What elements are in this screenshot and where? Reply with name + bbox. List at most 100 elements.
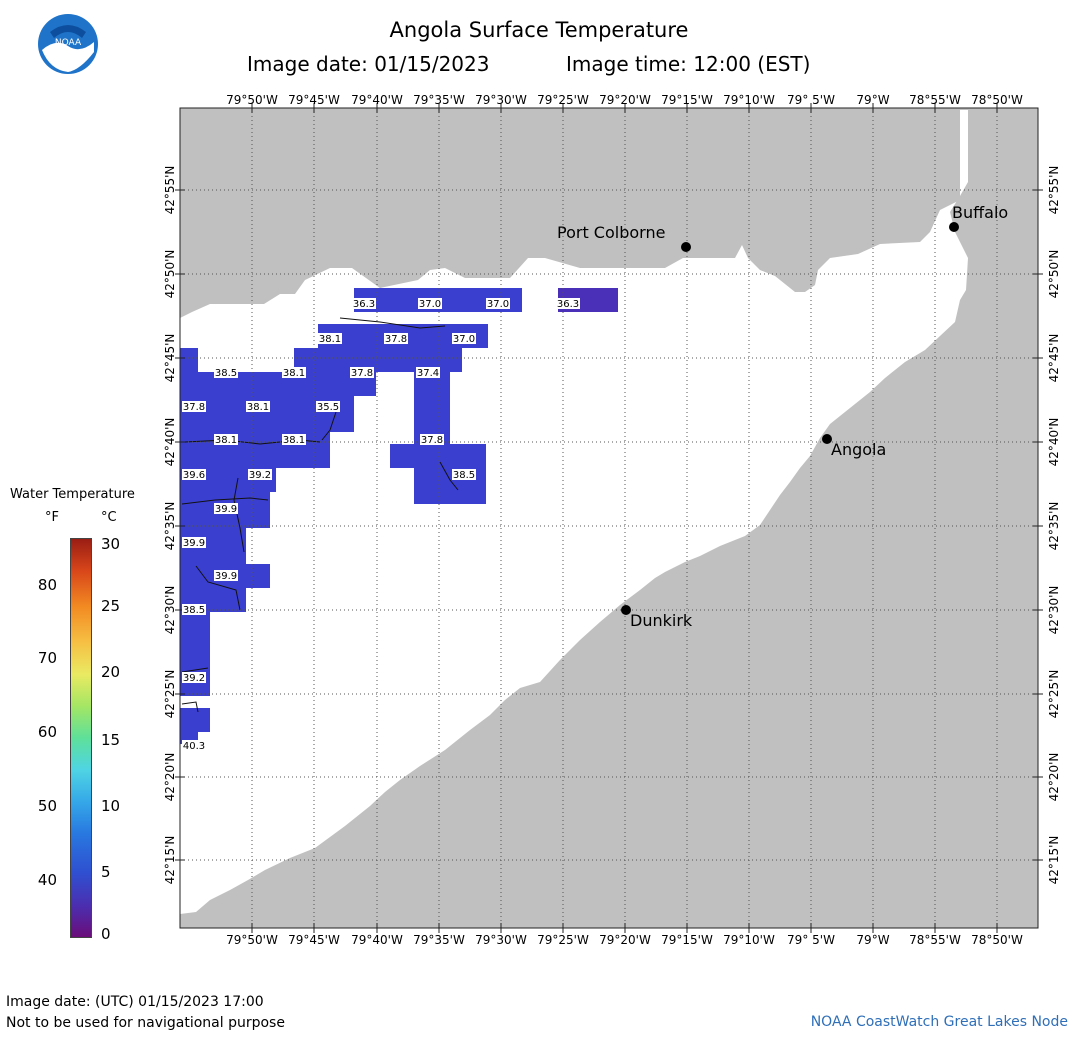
temperature-label: 37.8 (420, 434, 444, 446)
lat-tick-label: 42°15'N (1047, 836, 1061, 885)
port-colborne-label: Port Colborne (557, 223, 665, 242)
temperature-label: 38.1 (282, 434, 306, 446)
angola-marker (822, 434, 832, 444)
temperature-labels: 36.3 37.0 37.0 36.3 38.1 37.8 37.0 38.5 38.1 37.8… (182, 298, 580, 752)
city-markers: Port Colborne Buffalo Angola Dunkirk (557, 203, 1008, 630)
lon-tick-label: 79°50'W (226, 93, 278, 107)
legend-c-tick: 5 (101, 863, 111, 881)
lat-tick-label: 42°30'N (163, 586, 177, 635)
svg-text:39.6: 39.6 (183, 470, 205, 481)
lon-tick-label: 79°W (856, 93, 889, 107)
svg-text:39.9: 39.9 (215, 504, 237, 515)
svg-text:37.4: 37.4 (417, 368, 439, 379)
lon-tick-label: 79°35'W (413, 93, 465, 107)
dunkirk-label: Dunkirk (630, 611, 693, 630)
lon-tick-label: 79°W (856, 933, 889, 947)
lon-tick-label: 79°35'W (413, 933, 465, 947)
lat-tick-label: 42°35'N (1047, 502, 1061, 551)
lat-tick-label: 42°35'N (163, 502, 177, 551)
svg-text:39.2: 39.2 (249, 470, 271, 481)
svg-text:37.0: 37.0 (419, 299, 441, 310)
svg-text:38.1: 38.1 (283, 435, 305, 446)
temperature-label: 40.3 (182, 740, 206, 752)
temperature-colorbar (70, 538, 92, 938)
legend-c-tick: 10 (101, 797, 121, 815)
temperature-label: 39.9 (182, 537, 206, 549)
lon-tick-label: 79°20'W (599, 93, 651, 107)
temperature-label: 36.3 (556, 298, 580, 310)
page-title: Angola Surface Temperature (389, 18, 689, 42)
lat-tick-label: 42°55'N (163, 166, 177, 215)
svg-text:38.1: 38.1 (215, 435, 237, 446)
temperature-label: 37.0 (486, 298, 510, 310)
temperature-label: 38.5 (452, 469, 476, 481)
svg-text:37.0: 37.0 (453, 334, 475, 345)
temperature-label: 38.1 (214, 434, 238, 446)
lon-tick-label: 79°15'W (661, 933, 713, 947)
buffalo-label: Buffalo (952, 203, 1008, 222)
svg-text:37.8: 37.8 (351, 368, 373, 379)
legend-f-tick: 50 (37, 797, 57, 815)
temperature-label: 38.1 (318, 333, 342, 345)
temperature-label: 37.0 (418, 298, 442, 310)
svg-text:40.3: 40.3 (183, 741, 205, 752)
disclaimer-label: Not to be used for navigational purpose (6, 1015, 285, 1031)
noaa-logo: NOAA (38, 14, 98, 74)
lon-tick-label: 79°45'W (288, 93, 340, 107)
lon-tick-label: 79°45'W (288, 933, 340, 947)
lat-tick-label: 42°40'N (163, 418, 177, 467)
legend-title: Water Temperature (10, 487, 135, 502)
angola-label: Angola (831, 440, 886, 459)
credit-label: NOAA CoastWatch Great Lakes Node (810, 1014, 1068, 1030)
map-frame (179, 107, 1039, 929)
svg-text:36.3: 36.3 (557, 299, 579, 310)
temperature-label: 38.5 (182, 604, 206, 616)
temperature-label: 38.1 (282, 367, 306, 379)
lat-tick-label: 42°50'N (1047, 250, 1061, 299)
lon-axis-bottom: 79°50'W 79°45'W 79°40'W 79°35'W 79°30'W 79°25… (226, 933, 1023, 947)
buffalo-marker (949, 222, 959, 232)
lon-axis-top: 79°50'W 79°45'W 79°40'W 79°35'W 79°30'W 79°25… (226, 93, 1023, 107)
svg-text:38.5: 38.5 (453, 470, 475, 481)
image-time-label: Image time: 12:00 (EST) (566, 52, 811, 76)
dunkirk-marker (621, 605, 631, 615)
svg-text:36.3: 36.3 (353, 299, 375, 310)
land-south (180, 108, 1038, 928)
legend-f-tick: 60 (37, 723, 57, 741)
legend-c-tick: 20 (101, 663, 121, 681)
svg-text:38.1: 38.1 (319, 334, 341, 345)
temperature-label: 38.1 (246, 401, 270, 413)
lon-tick-label: 79°25'W (537, 933, 589, 947)
temperature-label: 39.2 (248, 469, 272, 481)
lon-tick-label: 79°30'W (475, 93, 527, 107)
legend-c-tick: 0 (101, 925, 111, 943)
lon-tick-label: 79°15'W (661, 93, 713, 107)
temperature-label: 35.5 (316, 401, 340, 413)
legend-f-tick: 80 (37, 576, 57, 594)
svg-text:39.9: 39.9 (215, 571, 237, 582)
svg-text:37.8: 37.8 (183, 402, 205, 413)
lon-tick-label: 78°50'W (971, 933, 1023, 947)
port-colborne-marker (681, 242, 691, 252)
legend-unit-f: °F (45, 510, 59, 525)
svg-text:39.9: 39.9 (183, 538, 205, 549)
legend-f-tick: 40 (37, 871, 57, 889)
temperature-label: 39.9 (214, 570, 238, 582)
legend-c-tick: 30 (101, 535, 121, 553)
lon-tick-label: 79°10'W (723, 93, 775, 107)
lat-tick-label: 42°45'N (1047, 334, 1061, 383)
lat-tick-label: 42°20'N (1047, 753, 1061, 802)
lat-tick-label: 42°55'N (1047, 166, 1061, 215)
legend-c-tick: 15 (101, 731, 121, 749)
lon-tick-label: 79° 5'W (787, 933, 835, 947)
lat-tick-label: 42°45'N (163, 334, 177, 383)
lat-tick-label: 42°20'N (163, 753, 177, 802)
logo-text: NOAA (55, 38, 82, 48)
lat-tick-label: 42°25'N (1047, 670, 1061, 719)
svg-text:37.8: 37.8 (385, 334, 407, 345)
lat-tick-label: 42°40'N (1047, 418, 1061, 467)
svg-text:38.1: 38.1 (247, 402, 269, 413)
lat-tick-label: 42°30'N (1047, 586, 1061, 635)
svg-text:35.5: 35.5 (317, 402, 339, 413)
